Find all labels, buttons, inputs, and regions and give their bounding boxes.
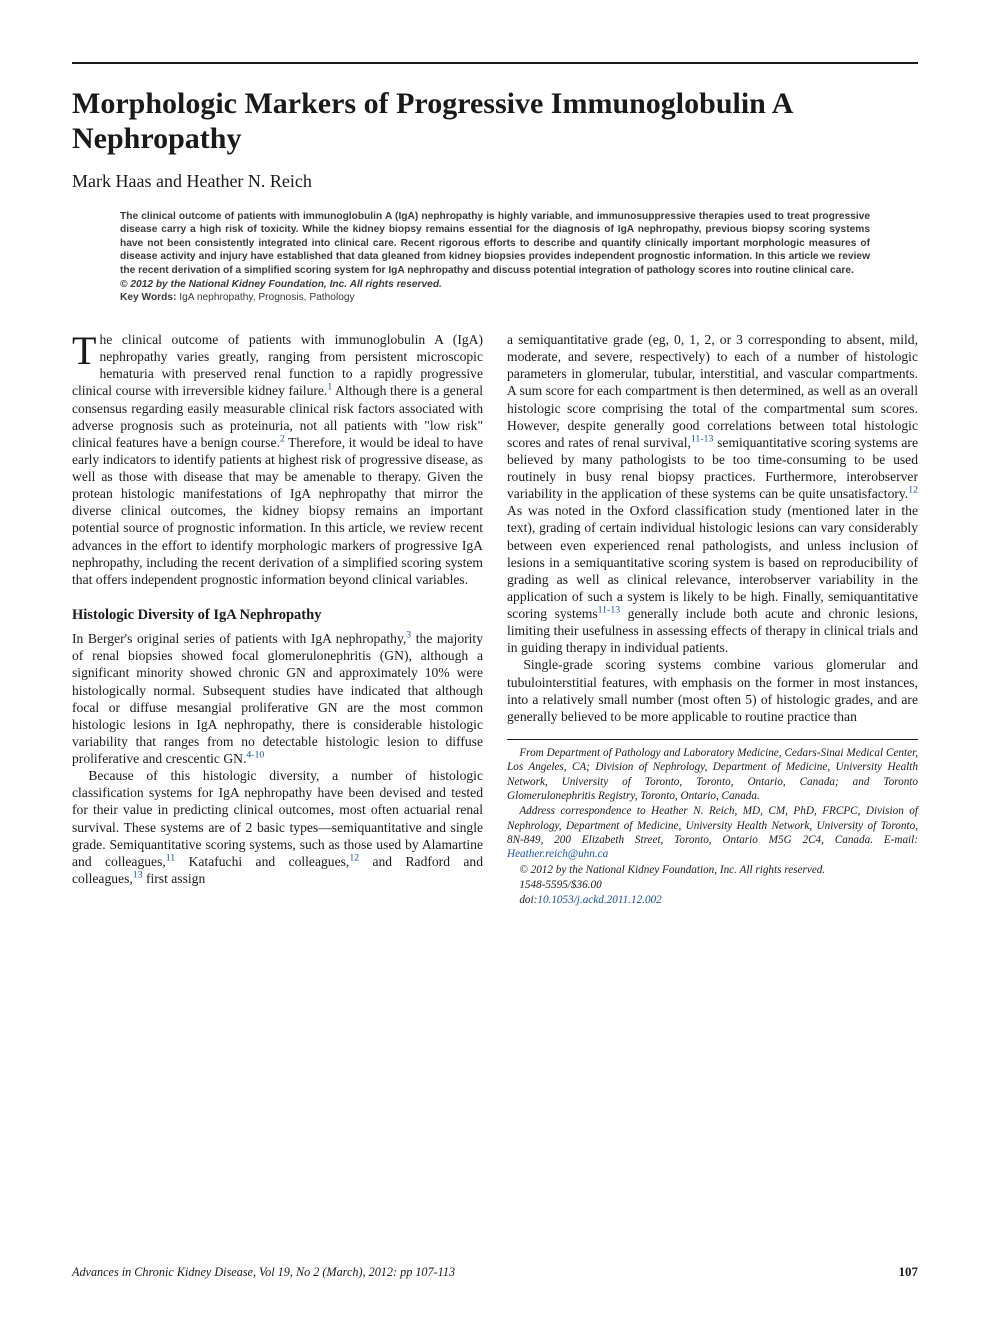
ref-12b[interactable]: 12 [908, 485, 918, 496]
heading-histologic-diversity: Histologic Diversity of IgA Nephropathy [72, 606, 483, 624]
intro-paragraph: The clinical outcome of patients with im… [72, 331, 483, 588]
ref-11-13[interactable]: 11-13 [691, 433, 713, 444]
hist-p2-b: Katafuchi and colleagues, [175, 854, 349, 869]
body-columns: The clinical outcome of patients with im… [72, 331, 918, 908]
page-footer: Advances in Chronic Kidney Disease, Vol … [72, 1264, 918, 1280]
abstract-text: The clinical outcome of patients with im… [120, 210, 870, 277]
corr-email-link[interactable]: Heather.reich@uhn.ca [507, 848, 608, 860]
affil-from: From Department of Pathology and Laborat… [507, 746, 918, 803]
footer-journal-info: Advances in Chronic Kidney Disease, Vol … [72, 1265, 455, 1280]
abstract-copyright: © 2012 by the National Kidney Foundation… [120, 279, 870, 290]
right-para-1: a semiquantitative grade (eg, 0, 1, 2, o… [507, 331, 918, 656]
affil-copyright: © 2012 by the National Kidney Foundation… [507, 863, 918, 877]
hist-p1-b: the majority of renal biopsies showed fo… [72, 631, 483, 766]
column-right: a semiquantitative grade (eg, 0, 1, 2, o… [507, 331, 918, 908]
affil-doi: doi:10.1053/j.ackd.2011.12.002 [507, 893, 918, 907]
article-title: Morphologic Markers of Progressive Immun… [72, 86, 918, 157]
right-para-2: Single-grade scoring systems combine var… [507, 656, 918, 725]
ref-4-10[interactable]: 4-10 [246, 750, 264, 761]
top-rule [72, 62, 918, 64]
hist-p1-a: In Berger's original series of patients … [72, 631, 406, 646]
r-p1-c: As was noted in the Oxford classificatio… [507, 503, 918, 621]
hist-para-2: Because of this histologic diversity, a … [72, 767, 483, 887]
ref-12[interactable]: 12 [349, 852, 359, 863]
doi-link[interactable]: 10.1053/j.ackd.2011.12.002 [537, 894, 661, 906]
keywords-line: Key Words: IgA nephropathy, Prognosis, P… [120, 292, 870, 303]
hist-para-1: In Berger's original series of patients … [72, 630, 483, 767]
abstract-block: The clinical outcome of patients with im… [120, 210, 870, 303]
affil-correspondence: Address correspondence to Heather N. Rei… [507, 804, 918, 861]
author-line: Mark Haas and Heather N. Reich [72, 171, 918, 192]
ref-13[interactable]: 13 [133, 869, 143, 880]
doi-label: doi: [519, 894, 537, 906]
ref-11[interactable]: 11 [166, 852, 175, 863]
keywords-values: IgA nephropathy, Prognosis, Pathology [179, 292, 354, 303]
r-p1-a: a semiquantitative grade (eg, 0, 1, 2, o… [507, 332, 918, 450]
column-left: The clinical outcome of patients with im… [72, 331, 483, 908]
footer-page-number: 107 [899, 1264, 919, 1280]
ref-11-13b[interactable]: 11-13 [598, 605, 620, 616]
intro-part3: Therefore, it would be ideal to have ear… [72, 435, 483, 587]
affiliation-block: From Department of Pathology and Laborat… [507, 739, 918, 908]
hist-p2-d: first assign [143, 871, 206, 886]
keywords-label: Key Words: [120, 292, 176, 303]
affil-issn: 1548-5595/$36.00 [507, 878, 918, 892]
dropcap: T [72, 331, 99, 368]
affil-corr-text: Address correspondence to Heather N. Rei… [507, 805, 918, 846]
